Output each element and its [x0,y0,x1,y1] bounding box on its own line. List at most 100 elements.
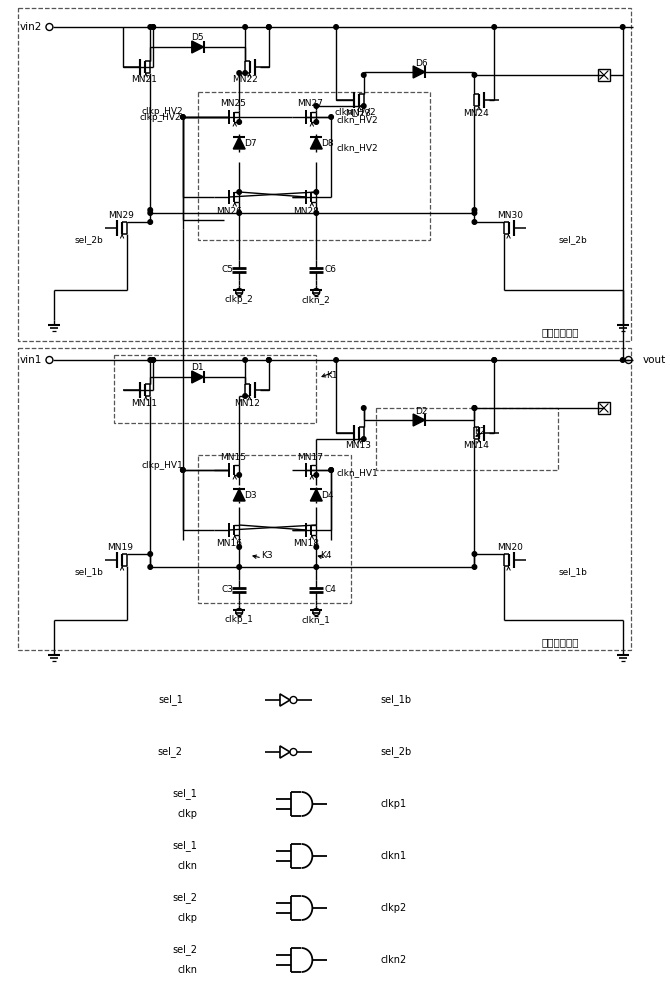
Text: sel_1b: sel_1b [381,695,411,705]
Bar [114,355,316,423]
Text: MN15: MN15 [220,452,247,462]
Polygon shape [192,41,204,53]
Text: MN29: MN29 [108,211,133,220]
Circle shape [329,115,334,119]
Bar [598,69,610,81]
Text: D6: D6 [415,58,427,68]
Bar [18,348,630,650]
Text: vout: vout [643,355,666,365]
Polygon shape [310,137,322,149]
Text: clkn_2: clkn_2 [302,296,331,304]
Text: clkp_HV1: clkp_HV1 [141,460,183,470]
Text: K2: K2 [474,428,486,436]
Text: sel_1b: sel_1b [74,568,103,576]
Text: K4: K4 [320,550,332,560]
Text: MN24: MN24 [464,108,489,117]
Bar [598,402,610,414]
Text: clkn_HV2: clkn_HV2 [336,115,378,124]
Text: D2: D2 [415,406,427,416]
Circle shape [148,552,153,556]
Circle shape [148,358,153,362]
Polygon shape [310,489,322,501]
Text: D3: D3 [244,490,257,499]
Text: MN14: MN14 [464,442,489,450]
Circle shape [148,211,153,215]
Circle shape [267,25,271,29]
Text: clkn: clkn [178,861,198,871]
Circle shape [267,25,271,29]
Text: clkp: clkp [178,913,198,923]
Circle shape [181,468,185,472]
Text: clkn_HV1: clkn_HV1 [336,468,378,478]
Text: MN12: MN12 [234,398,260,408]
Text: sel_2b: sel_2b [559,235,587,244]
Circle shape [181,468,185,472]
Circle shape [492,358,496,362]
Circle shape [620,358,625,362]
Circle shape [243,394,247,398]
Circle shape [362,437,366,441]
Circle shape [492,25,496,29]
Text: D7: D7 [244,138,257,147]
Circle shape [362,104,366,108]
Text: D1: D1 [192,363,204,372]
Text: clkp_HV2: clkp_HV2 [139,112,181,121]
Text: C3: C3 [221,585,233,594]
Circle shape [151,358,155,362]
Circle shape [151,25,155,29]
Circle shape [243,25,247,29]
Text: clkp1: clkp1 [381,799,407,809]
Circle shape [329,468,334,472]
Circle shape [472,406,477,410]
Circle shape [472,552,477,556]
Circle shape [237,120,241,124]
Text: MN13: MN13 [345,442,371,450]
Circle shape [314,104,318,108]
Text: vin2: vin2 [20,22,42,32]
Text: MN23: MN23 [345,108,371,117]
Text: sel_2b: sel_2b [74,235,103,244]
Circle shape [472,220,477,224]
Text: C4: C4 [324,585,336,594]
Circle shape [181,115,185,119]
Circle shape [492,358,496,362]
Circle shape [314,545,318,549]
Text: MN16: MN16 [216,540,243,548]
Circle shape [362,406,366,410]
Text: sel_1b: sel_1b [559,568,588,576]
Text: MN20: MN20 [497,542,523,552]
Circle shape [148,565,153,569]
Circle shape [237,545,241,549]
Circle shape [237,211,241,215]
Text: D8: D8 [321,138,334,147]
Bar [198,92,430,240]
Circle shape [334,25,338,29]
Bar [376,408,559,470]
Text: 第一采样通道: 第一采样通道 [541,637,579,647]
Circle shape [151,358,155,362]
Text: K3: K3 [261,550,273,560]
Circle shape [243,71,247,75]
Text: MN17: MN17 [297,452,324,462]
Text: clkn1: clkn1 [381,851,407,861]
Polygon shape [413,66,425,78]
Circle shape [237,71,241,75]
Polygon shape [192,371,204,383]
Text: clkp2: clkp2 [381,903,407,913]
Text: MN11: MN11 [131,398,157,408]
Text: sel_2: sel_2 [173,893,198,903]
Circle shape [267,358,271,362]
Text: MN19: MN19 [108,542,133,552]
Text: MN18: MN18 [293,540,320,548]
Text: D5: D5 [192,33,204,42]
Text: 第二采样通道: 第二采样通道 [541,327,579,337]
Circle shape [148,208,153,212]
Text: D4: D4 [321,490,334,499]
Circle shape [472,406,477,410]
Circle shape [237,190,241,194]
Text: C5: C5 [221,265,233,274]
Circle shape [267,358,271,362]
Text: clkp: clkp [178,809,198,819]
Text: sel_1: sel_1 [173,841,198,851]
Text: clkn: clkn [178,965,198,975]
